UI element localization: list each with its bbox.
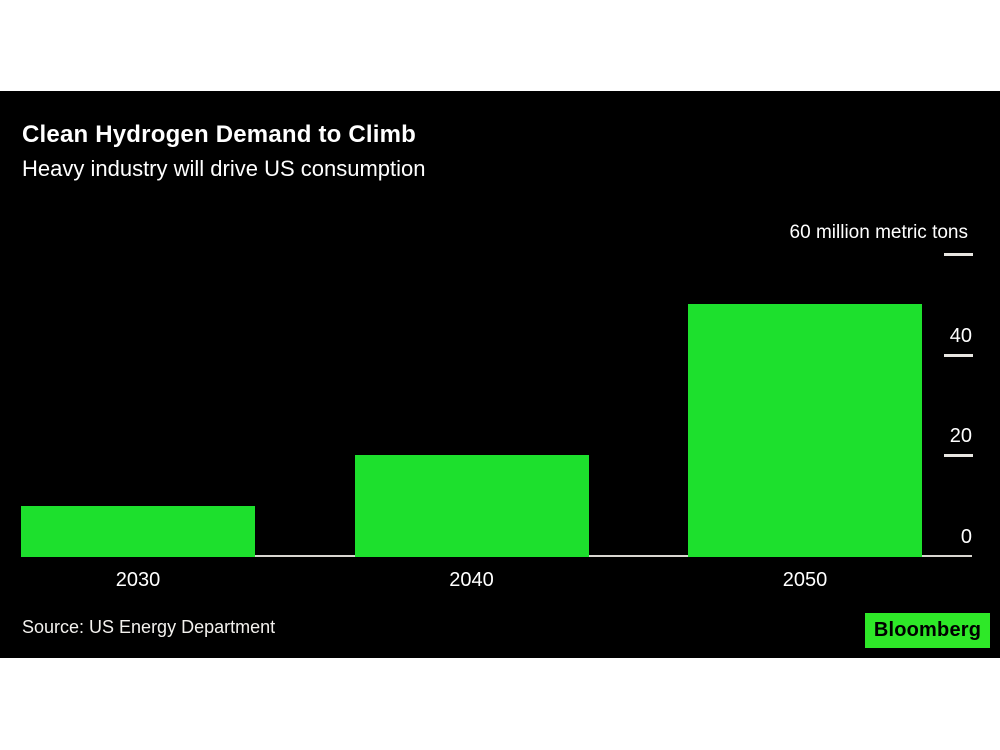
bloomberg-logo: Bloomberg bbox=[865, 613, 990, 648]
y-tick-dash bbox=[944, 353, 973, 357]
y-axis-unit-label: 60 million metric tons bbox=[789, 222, 968, 243]
y-tick-label: 40 bbox=[949, 324, 972, 347]
bar-2030 bbox=[21, 506, 255, 557]
y-tick-dash bbox=[944, 454, 973, 458]
y-tick-label: 0 bbox=[960, 526, 972, 548]
x-tick-label: 2040 bbox=[449, 569, 494, 591]
bar-2040 bbox=[354, 455, 589, 557]
x-tick-label: 2030 bbox=[115, 569, 161, 591]
source-note: Source: US Energy Department bbox=[22, 617, 276, 637]
y-tick-dash bbox=[944, 253, 973, 256]
y-tick-label: 20 bbox=[949, 425, 972, 448]
chart-subtitle: Heavy industry will drive US consumption bbox=[22, 156, 426, 181]
chart-title: Clean Hydrogen Demand to Climb bbox=[22, 121, 417, 148]
bar-2050 bbox=[688, 304, 922, 557]
x-tick-label: 2050 bbox=[782, 569, 828, 591]
